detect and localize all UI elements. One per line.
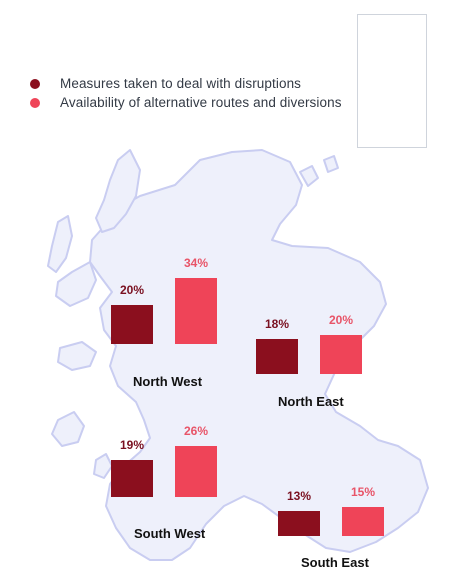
region-name-south-east: South East: [301, 555, 369, 570]
bar-pair-south-east: 13% 15%: [278, 483, 384, 536]
legend-item-alternative-routes: Availability of alternative routes and d…: [30, 93, 342, 112]
value-label-south-west-alternative-routes: 26%: [183, 424, 209, 439]
value-label-north-east-alternative-routes: 20%: [328, 313, 354, 327]
value-label-south-west-measures: 19%: [119, 437, 145, 452]
legend-label-measures: Measures taken to deal with disruptions: [60, 76, 302, 91]
value-label-north-west-alternative-routes: 34%: [183, 255, 209, 270]
arran-island-outline: [93, 453, 113, 479]
region-name-north-east: North East: [278, 394, 344, 409]
region-name-south-west: South West: [134, 526, 206, 541]
bar-north-east-alternative-routes: [320, 335, 362, 374]
value-label-south-east-measures: 13%: [286, 488, 312, 503]
bar-pair-south-west: 19% 26%: [111, 422, 217, 497]
uist-islands-outline: [47, 215, 73, 273]
lewis-island-outline: [95, 149, 141, 233]
legend-dot-alternative-routes: [30, 97, 40, 108]
shetland-inset-frame: [357, 14, 427, 148]
legend: Measures taken to deal with disruptions …: [30, 74, 342, 112]
bar-north-east-measures: [256, 338, 298, 374]
orkney-islands-outline: [299, 155, 339, 187]
bar-north-west-measures: [111, 304, 153, 344]
value-label-north-west-measures: 20%: [119, 282, 145, 297]
value-label-south-east-alternative-routes: 15%: [350, 484, 376, 499]
islay-island-outline: [51, 411, 85, 447]
legend-dot-measures: [30, 78, 40, 89]
skye-island-outline: [55, 261, 97, 307]
value-label-north-east-measures: 18%: [264, 316, 290, 331]
bar-north-west-alternative-routes: [175, 277, 217, 344]
mull-island-outline: [57, 341, 97, 371]
legend-item-measures: Measures taken to deal with disruptions: [30, 74, 342, 93]
legend-label-alternative-routes: Availability of alternative routes and d…: [60, 95, 342, 110]
bar-pair-north-west: 20% 34%: [111, 254, 217, 344]
bar-south-west-alternative-routes: [175, 446, 217, 497]
region-name-north-west: North West: [133, 374, 203, 389]
bar-pair-north-east: 18% 20%: [256, 311, 362, 374]
bar-south-east-alternative-routes: [342, 506, 384, 536]
bar-south-west-measures: [111, 459, 153, 497]
bar-south-east-measures: [278, 510, 320, 536]
